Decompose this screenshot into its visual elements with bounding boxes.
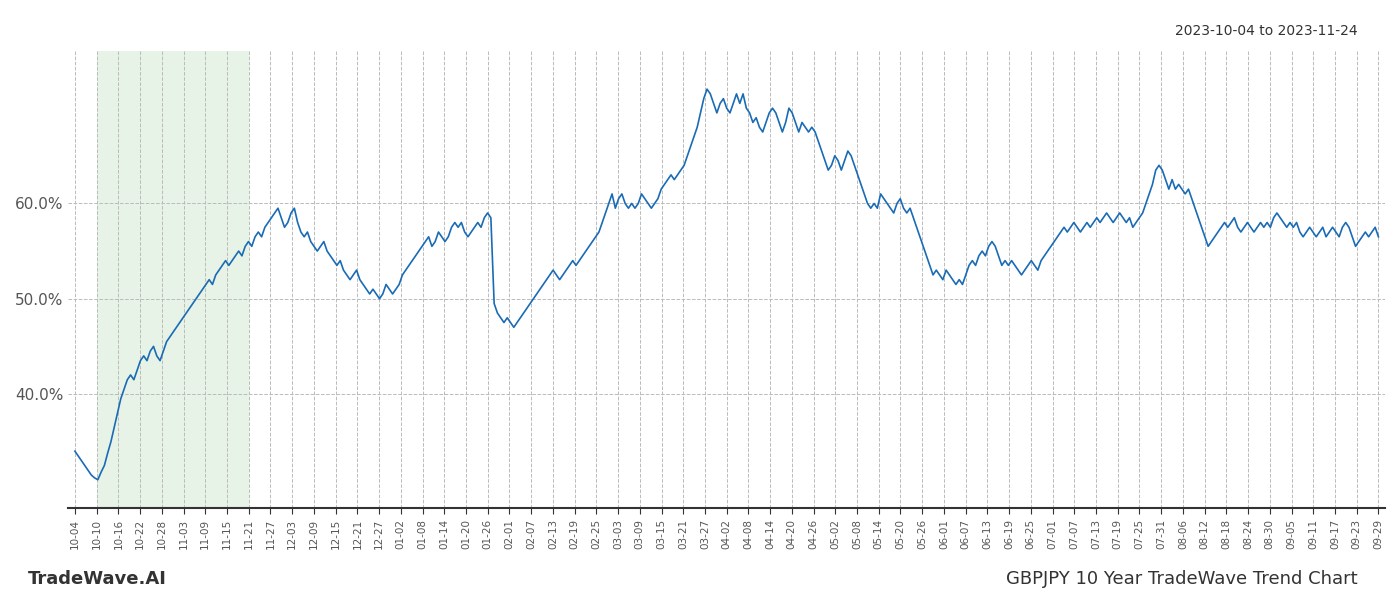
Text: 2023-10-04 to 2023-11-24: 2023-10-04 to 2023-11-24 bbox=[1176, 24, 1358, 38]
Bar bbox=[97, 51, 249, 508]
Text: GBPJPY 10 Year TradeWave Trend Chart: GBPJPY 10 Year TradeWave Trend Chart bbox=[1007, 570, 1358, 588]
Text: TradeWave.AI: TradeWave.AI bbox=[28, 570, 167, 588]
